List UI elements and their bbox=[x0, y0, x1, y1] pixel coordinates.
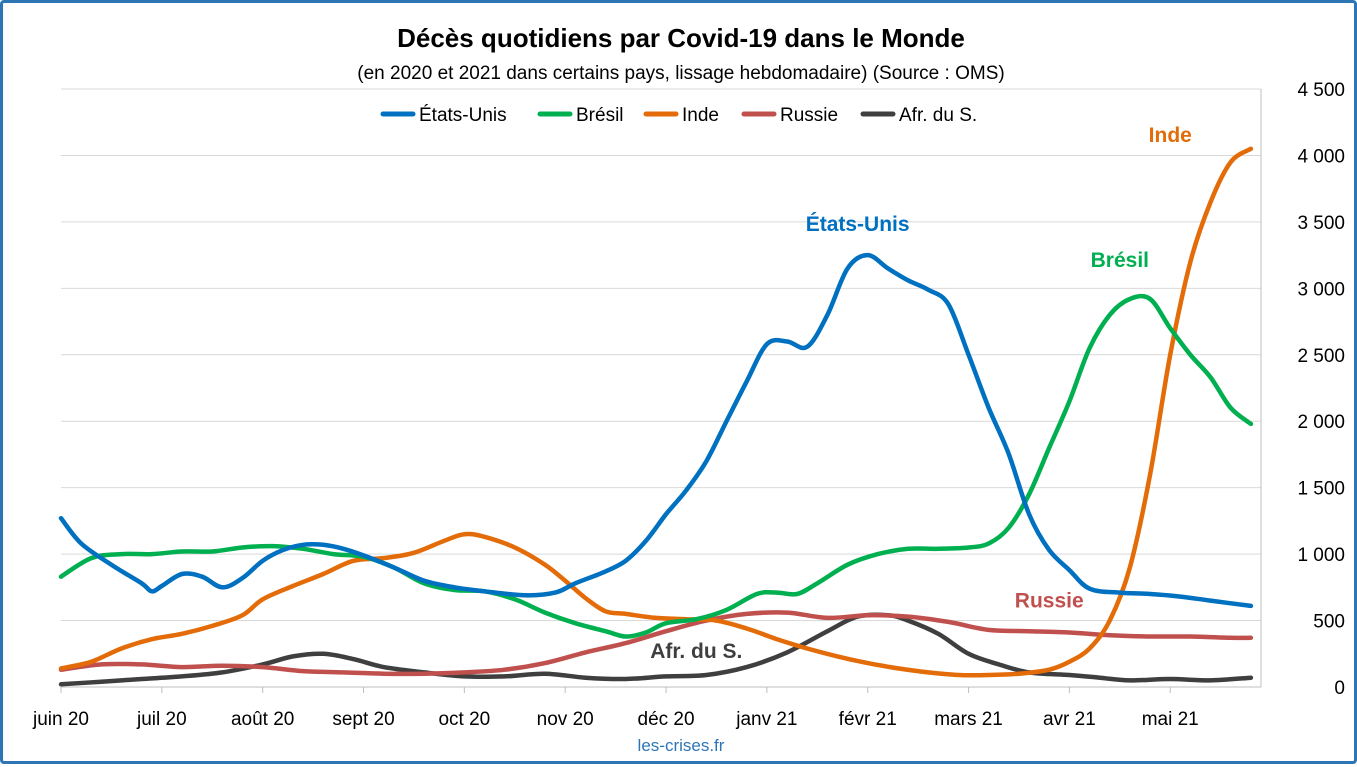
y-tick-label: 2 000 bbox=[1297, 412, 1345, 433]
y-tick-label: 0 bbox=[1334, 678, 1345, 699]
y-tick-label: 2 500 bbox=[1297, 346, 1345, 367]
y-tick-label: 500 bbox=[1313, 612, 1345, 633]
legend-label-afrique-du-sud: Afr. du S. bbox=[899, 105, 977, 126]
y-tick-label: 3 500 bbox=[1297, 213, 1345, 234]
y-tick-label: 1 500 bbox=[1297, 479, 1345, 500]
x-tick-label: avr 21 bbox=[1043, 709, 1096, 730]
legend: États-Unis Brésil Inde Russie Afr. du S. bbox=[380, 105, 977, 126]
annotation-label: Brésil bbox=[1091, 249, 1149, 272]
x-tick-label: nov 20 bbox=[537, 709, 594, 730]
x-tick-label: janv 21 bbox=[735, 709, 797, 730]
series-annotations: Inde États-Unis Brésil Russie Afr. du S. bbox=[650, 124, 1192, 663]
legend-label-inde: Inde bbox=[682, 105, 719, 126]
x-tick-label: juin 20 bbox=[32, 709, 89, 730]
annotation-label: États-Unis bbox=[806, 213, 910, 236]
x-tick-label: mai 21 bbox=[1142, 709, 1199, 730]
series-lines bbox=[58, 146, 1254, 687]
legend-label-russie: Russie bbox=[780, 105, 838, 126]
annotation-label: Russie bbox=[1015, 589, 1084, 612]
legend-label-bresil: Brésil bbox=[576, 105, 624, 126]
y-tick-label: 4 000 bbox=[1297, 146, 1345, 167]
y-tick-label: 1 000 bbox=[1297, 545, 1345, 566]
y-tick-label: 4 500 bbox=[1297, 80, 1345, 101]
source-label: les-crises.fr bbox=[638, 736, 725, 755]
annotation-label: Inde bbox=[1149, 124, 1192, 147]
chart-title: Décès quotidiens par Covid-19 dans le Mo… bbox=[397, 23, 965, 53]
gridlines bbox=[61, 88, 1262, 688]
x-tick-label: mars 21 bbox=[934, 709, 1003, 730]
x-tick-label: sept 20 bbox=[332, 709, 394, 730]
x-tick-label: août 20 bbox=[231, 709, 294, 730]
x-axis-ticks: juin 20 juil 20 août 20 sept 20 oct 20 nov 20… bbox=[32, 687, 1199, 730]
y-axis-ticks: 0 500 1 000 1 500 2 000 2 500 3 000 3 500 4 000 4… bbox=[1297, 80, 1345, 699]
x-tick-label: févr 21 bbox=[839, 709, 897, 730]
series-line-etats-unis bbox=[58, 252, 1254, 609]
series-line-russie bbox=[58, 610, 1254, 677]
legend-label-etats-unis: États-Unis bbox=[419, 105, 507, 126]
y-tick-label: 3 000 bbox=[1297, 279, 1345, 300]
x-tick-label: juil 20 bbox=[136, 709, 187, 730]
series-line-bresil bbox=[58, 293, 1254, 639]
series-line-afrique-du-sud bbox=[58, 612, 1254, 687]
chart-canvas: Décès quotidiens par Covid-19 dans le Mo… bbox=[32, 23, 1345, 755]
x-tick-label: déc 20 bbox=[638, 709, 695, 730]
chart-subtitle: (en 2020 et 2021 dans certains pays, lis… bbox=[357, 63, 1004, 84]
annotation-label: Afr. du S. bbox=[650, 640, 742, 663]
x-tick-label: oct 20 bbox=[438, 709, 490, 730]
